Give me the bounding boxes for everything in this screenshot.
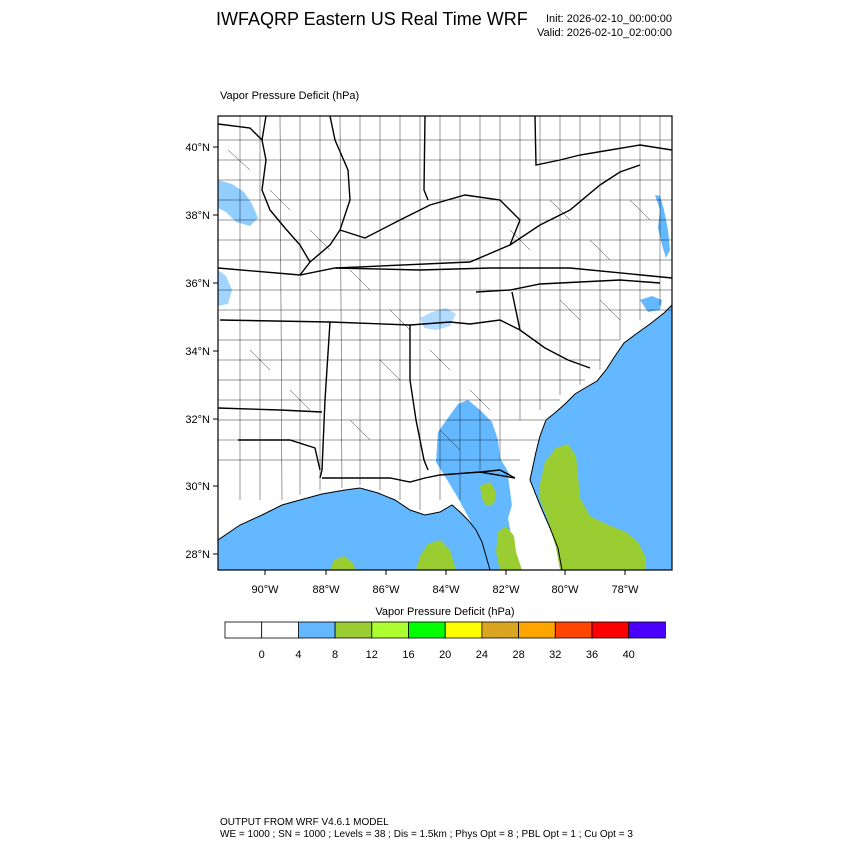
pamlico-sound [640, 296, 662, 312]
latitude-ticks: 40°N 38°N 36°N 34°N 32°N 30°N 28°N [185, 142, 218, 561]
map-frame [217, 115, 673, 571]
colorbar-tick-label: 28 [512, 649, 524, 661]
colorbar-tick-label: 8 [332, 649, 338, 661]
colorbar-swatch [554, 621, 593, 639]
lat-tick-label: 38°N [185, 210, 210, 222]
colorbar-swatch [591, 621, 630, 639]
gulf-green-region-east [496, 526, 522, 570]
colorbar-tick-label: 16 [402, 649, 414, 661]
colorbar-swatch [444, 621, 483, 639]
coastline [218, 304, 672, 570]
longitude-ticks: 90°W 88°W 86°W 84°W 82°W 80°W 78°W [251, 570, 639, 596]
gulf-of-mexico [218, 488, 490, 570]
field-label: Vapor Pressure Deficit (hPa) [220, 90, 360, 102]
lon-tick-label: 82°W [492, 584, 520, 596]
plot-title: IWFAQRP Eastern US Real Time WRF [216, 9, 528, 29]
chesapeake-bay [655, 195, 670, 258]
lon-tick-label: 78°W [611, 584, 639, 596]
colorbar-swatch [408, 621, 446, 639]
illinois-blue-patch [218, 180, 258, 226]
footer-config: WE = 1000 ; SN = 1000 ; Levels = 38 ; Di… [220, 829, 633, 840]
colorbar-swatch [518, 621, 556, 639]
lat-tick-label: 34°N [185, 346, 210, 358]
lat-tick-label: 36°N [185, 278, 210, 290]
gulf-green-region-center [416, 540, 456, 570]
colorbar-swatch [628, 621, 666, 639]
lat-tick-label: 32°N [185, 414, 210, 426]
colorbar-swatch [297, 621, 336, 639]
colorbar-swatch [224, 621, 263, 639]
colorbar-tick-label: 0 [259, 649, 265, 661]
county-boundaries [218, 116, 672, 510]
colorbar-tick-label: 20 [439, 649, 451, 661]
colorbar-tick-label: 40 [623, 649, 635, 661]
atlantic-green-region [540, 444, 646, 570]
lon-tick-label: 90°W [251, 584, 279, 596]
florida-peninsula-land [508, 470, 558, 570]
florida-blue-region [436, 400, 515, 570]
lon-tick-label: 80°W [551, 584, 579, 596]
colorbar-title: Vapor Pressure Deficit (hPa) [375, 606, 515, 618]
colorbar-swatch [261, 621, 299, 639]
colorbar-swatch [371, 621, 409, 639]
lon-tick-label: 86°W [372, 584, 400, 596]
colorbar-tick-label: 32 [549, 649, 561, 661]
missouri-blue-patch [218, 270, 232, 306]
colorbar-tick-label: 12 [366, 649, 378, 661]
map-area [218, 116, 672, 570]
colorbar-tick-label: 24 [476, 649, 488, 661]
colorbar-swatch [334, 621, 373, 639]
colorbar: 0 4 8 12 16 20 24 28 32 36 40 [224, 621, 666, 661]
lon-tick-label: 88°W [312, 584, 340, 596]
lat-tick-label: 40°N [185, 142, 210, 154]
init-time: Init: 2026-02-10_00:00:00 [546, 13, 672, 25]
gulf-green-region-west [330, 556, 356, 570]
lat-tick-label: 28°N [185, 549, 210, 561]
footer-model: OUTPUT FROM WRF V4.6.1 MODEL [220, 817, 389, 828]
valid-time: Valid: 2026-02-10_02:00:00 [537, 27, 672, 39]
tennessee-blue-patch [420, 308, 456, 330]
colorbar-swatch [481, 621, 519, 639]
colorbar-tick-label: 36 [586, 649, 598, 661]
lon-tick-label: 84°W [432, 584, 460, 596]
lat-tick-label: 30°N [185, 481, 210, 493]
colorbar-tick-label: 4 [295, 649, 301, 661]
florida-green-region [480, 482, 496, 506]
